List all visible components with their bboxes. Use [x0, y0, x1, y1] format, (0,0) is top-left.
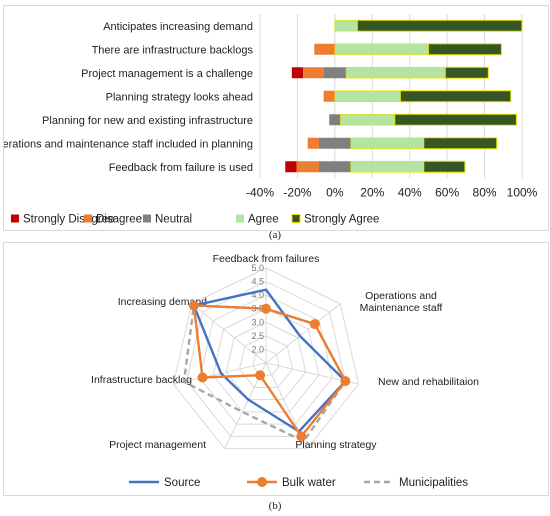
bar-segment: [423, 160, 466, 173]
legend-swatch: [143, 214, 151, 223]
radar-series-marker: [255, 370, 266, 381]
radar-tick-label: 4.5: [251, 277, 264, 287]
radar-grid-ring: [172, 267, 360, 450]
radar-chart-panel: 5.0 4.5 4.0 3.5 3.0 2.5 2.0 Feedback from failu…: [3, 242, 549, 496]
radar-series-line: [192, 288, 348, 434]
radar-spoke: [265, 303, 341, 364]
bar-segment: [303, 67, 324, 79]
x-tick-label: 60%: [435, 186, 459, 200]
legend-marker: [257, 477, 267, 487]
x-tick-label: -20%: [283, 186, 311, 200]
category-label: There are infrastructure backlogs: [92, 44, 254, 56]
category-label: Feedback from failure is used: [109, 162, 253, 174]
radar-axis-label: Feedback from failures: [213, 253, 320, 265]
radar-tick-label: 2.5: [251, 331, 264, 341]
bar-segment: [318, 161, 351, 173]
legend-swatch: [11, 214, 19, 223]
bar-segment: [334, 43, 429, 56]
legend-label: Disagree: [96, 214, 142, 226]
bar-segment: [334, 90, 401, 103]
radar-series-marker: [188, 300, 199, 311]
bar-segment: [329, 114, 341, 126]
radar-tick-label: 2.0: [251, 344, 264, 354]
bar-segment: [291, 67, 304, 79]
bar-segment: [296, 161, 319, 173]
bar-segment: [350, 160, 425, 173]
radar-spoke: [173, 362, 267, 385]
radar-axis-label: New and rehabilitaion: [378, 376, 479, 388]
stacked-bar-chart-panel: -40% -20% 0% 20% 40% 60% 80% 100% Anticipates in…: [3, 5, 549, 231]
legend-swatch: [236, 214, 244, 223]
radar-series-line: [192, 304, 347, 439]
x-tick-label: -40%: [246, 186, 274, 200]
category-label: Operations and maintenance staff include…: [4, 138, 253, 150]
radar-axis-label: Operations and Maintenance staff: [360, 290, 443, 314]
x-tick-label: 100%: [507, 186, 538, 200]
radar-series-marker: [261, 303, 271, 314]
radar-series-marker: [296, 431, 307, 442]
bar-segment: [285, 161, 297, 173]
x-tick-label: 40%: [398, 186, 422, 200]
bar-segment: [334, 19, 358, 32]
bar-segment: [345, 66, 446, 79]
x-tick-label: 20%: [360, 186, 384, 200]
radar-series-marker: [309, 319, 320, 330]
bar-segment: [444, 66, 489, 79]
x-tick-label: 0%: [326, 186, 344, 200]
radar-series-marker: [197, 372, 208, 383]
radar-axis-label: Project management: [109, 439, 206, 451]
x-tick-label: 80%: [473, 186, 497, 200]
legend-label: Strongly Agree: [304, 214, 379, 226]
radar-spoke: [191, 303, 267, 364]
radar-tick-label: 4.0: [251, 290, 264, 300]
bar-segment: [323, 90, 335, 102]
bar-segment: [323, 67, 347, 79]
radar-tick-label: 5.0: [251, 263, 264, 273]
bar-segment: [314, 43, 335, 55]
stacked-bar-chart: -40% -20% 0% 20% 40% 60% 80% 100% Anticipates in…: [4, 14, 538, 226]
legend-swatch: [84, 214, 92, 223]
radar-axis-label: Increasing demand: [118, 296, 207, 308]
bar-segment: [350, 137, 425, 150]
radar-axis-label: Infrastructure backlog: [91, 374, 192, 386]
legend-label: Bulk water: [282, 477, 336, 489]
legend-swatch: [291, 214, 301, 223]
radar-grid-ring: [252, 348, 280, 376]
caption-b: (b): [268, 500, 282, 512]
legend-label: Source: [164, 477, 200, 489]
bar-segment: [318, 137, 351, 149]
bar-segment: [399, 90, 512, 103]
category-label: Project management is a challenge: [81, 68, 253, 80]
category-label: Planning for new and existing infrastruc…: [42, 115, 253, 127]
radar-axis-label: Planning strategy: [295, 439, 377, 451]
bar-segment: [340, 113, 396, 126]
caption-a: (a): [268, 229, 282, 241]
bar-segment: [307, 137, 319, 149]
legend-label: Agree: [248, 214, 279, 226]
legend-label: Municipalities: [399, 477, 468, 489]
radar-grid-ring: [225, 321, 307, 401]
bar-segment: [423, 137, 498, 150]
bar-segment: [427, 43, 502, 56]
radar-tick-label: 3.0: [251, 317, 264, 327]
category-label: Planning strategy looks ahead: [106, 91, 253, 103]
legend-label: Neutral: [155, 214, 192, 226]
bar-segment: [356, 19, 523, 32]
radar-grid-ring: [186, 281, 346, 437]
bar-segment: [394, 113, 517, 126]
radar-series-marker: [340, 376, 351, 387]
category-label: Anticipates increasing demand: [103, 21, 253, 33]
radar-grid-ring: [238, 335, 294, 388]
